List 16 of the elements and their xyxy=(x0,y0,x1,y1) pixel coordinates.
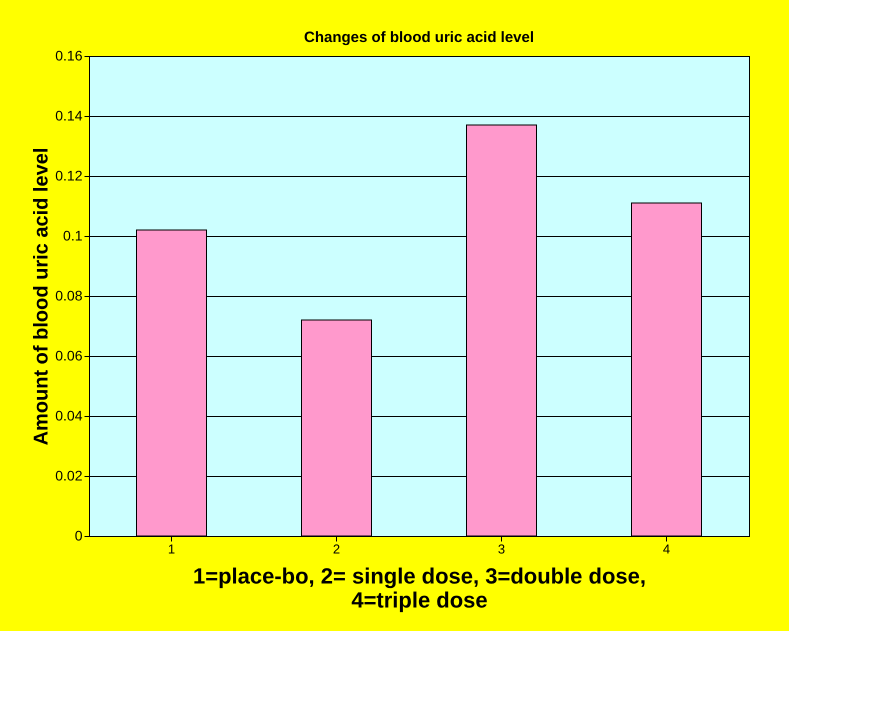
y-tick-label: 0.12 xyxy=(55,168,83,184)
chart-title: Changes of blood uric acid level xyxy=(304,29,534,46)
y-tick-label: 0.14 xyxy=(55,108,83,124)
y-tick-label: 0.02 xyxy=(55,468,83,484)
y-tick-label: 0.06 xyxy=(55,348,83,364)
y-tick-label: 0.08 xyxy=(55,288,83,304)
y-axis-title: Amount of blood uric acid level xyxy=(30,148,52,446)
x-axis-title: 1=place-bo, 2= single dose, 3=double dose, 4=triple dose xyxy=(193,564,646,612)
x-tick-label: 1 xyxy=(168,542,176,556)
x-tick-label: 2 xyxy=(332,542,340,556)
x-tick-label: 3 xyxy=(498,542,506,556)
y-tick-label: 0.04 xyxy=(55,408,83,424)
y-tick-label: 0 xyxy=(74,528,83,544)
y-tick-label: 0.1 xyxy=(63,228,83,244)
y-tick-label: 0.16 xyxy=(55,48,83,64)
x-tick-label: 4 xyxy=(662,542,670,556)
